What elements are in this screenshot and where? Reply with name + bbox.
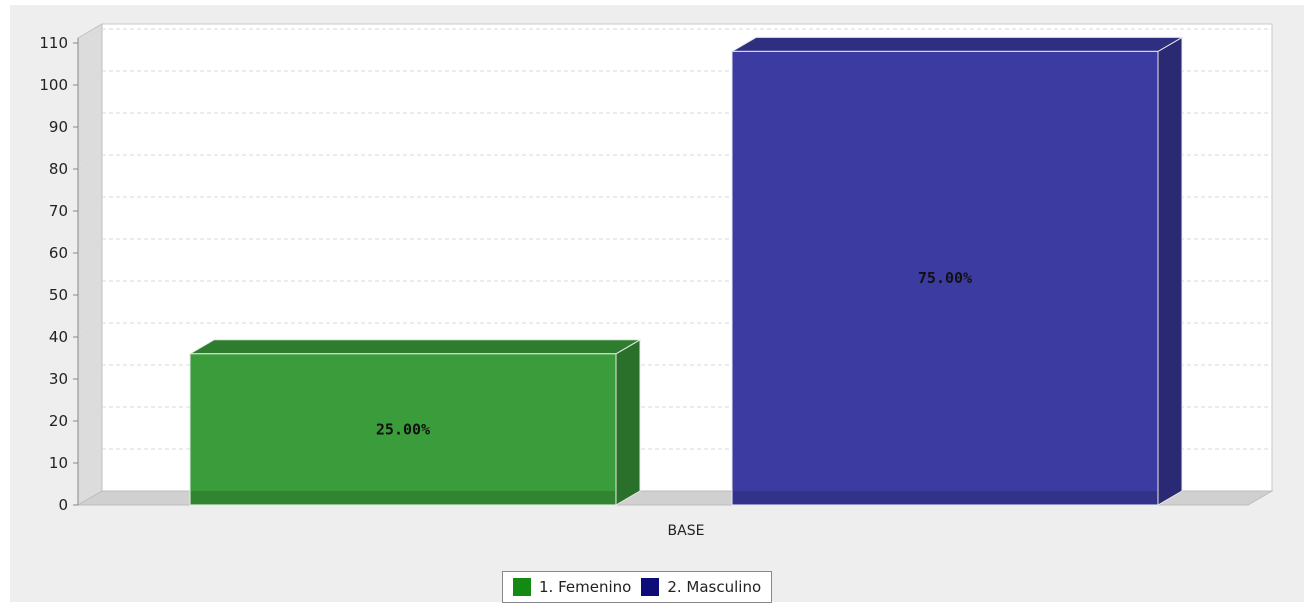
grid-line-side xyxy=(77,70,103,86)
chart-panel: 0 10 20 30 40 50 60 70 80 90 100 110 25.00% 75.00% B… xyxy=(10,5,1304,603)
legend: 1. Femenino 2. Masculino xyxy=(502,571,773,603)
grid-line-side xyxy=(77,238,103,254)
bar-chart: 0 10 20 30 40 50 60 70 80 90 100 110 25.00% 75.00% B… xyxy=(39,23,1274,539)
y-tick-label: 20 xyxy=(49,412,68,430)
grid-line-side xyxy=(77,364,103,380)
bars xyxy=(188,36,1184,506)
grid-line-side xyxy=(77,280,103,296)
grid-line-side xyxy=(77,406,103,422)
grid-line-side xyxy=(77,322,103,338)
data-label: 25.00% xyxy=(376,420,430,438)
data-labels: 25.00% 75.00% xyxy=(376,269,972,438)
grid-line-side xyxy=(77,196,103,212)
y-tick-label: 40 xyxy=(49,328,68,346)
bar-front xyxy=(731,50,1159,506)
bar-side xyxy=(1157,36,1183,506)
legend-item-masculino: 2. Masculino xyxy=(641,578,761,596)
bar-top xyxy=(730,36,1184,52)
y-tick-label: 50 xyxy=(49,286,68,304)
grid-line-side xyxy=(77,28,103,44)
left-wall xyxy=(77,23,103,506)
category-label: BASE xyxy=(668,523,705,539)
grid-line-side xyxy=(77,112,103,128)
legend-swatch-femenino xyxy=(513,578,531,596)
grid-line-side xyxy=(77,154,103,170)
legend-item-femenino: 1. Femenino xyxy=(513,578,631,596)
y-tick-label: 100 xyxy=(39,76,68,94)
legend-label-femenino: 1. Femenino xyxy=(539,578,632,596)
y-tick-label: 110 xyxy=(39,34,68,52)
y-tick-label: 80 xyxy=(49,160,68,178)
y-tick-label: 60 xyxy=(49,244,68,262)
bar-base-shade xyxy=(191,491,615,504)
y-tick-label: 90 xyxy=(49,118,68,136)
y-tick-label: 70 xyxy=(49,202,68,220)
y-tick-label: 10 xyxy=(49,454,68,472)
data-label: 75.00% xyxy=(918,269,972,287)
y-tick-label: 0 xyxy=(58,496,68,514)
legend-label-masculino: 2. Masculino xyxy=(667,578,762,596)
legend-swatch-masculino xyxy=(641,578,660,596)
bar-base-shade xyxy=(733,491,1157,504)
grid-line-side xyxy=(77,448,103,464)
bar-front xyxy=(189,353,617,506)
bar-masculino xyxy=(730,36,1184,506)
bar-side xyxy=(615,338,641,506)
y-axis: 0 10 20 30 40 50 60 70 80 90 100 110 xyxy=(39,34,79,514)
bar-top xyxy=(188,339,642,355)
y-tick-label: 30 xyxy=(49,370,68,388)
bar-femenino xyxy=(188,338,642,506)
